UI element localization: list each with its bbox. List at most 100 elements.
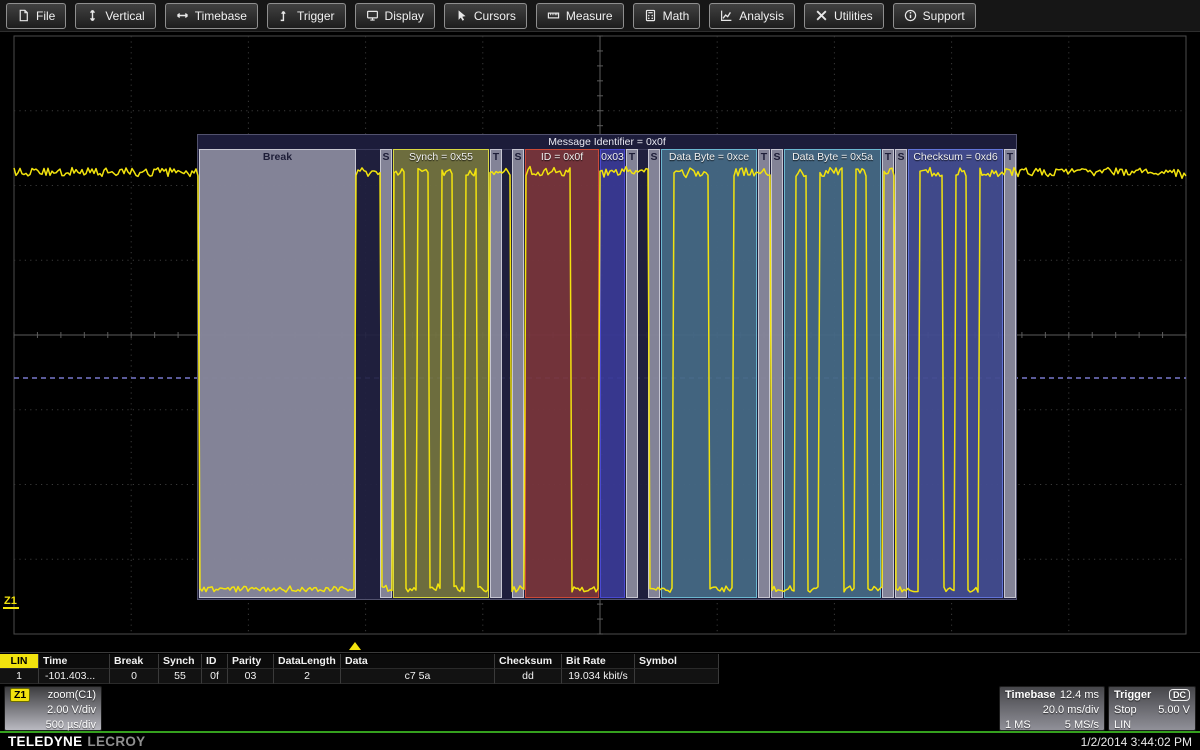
menu-button-analysis[interactable]: Analysis [709, 3, 795, 29]
table-column-header: Synch [159, 654, 202, 669]
trigger-position-marker-icon[interactable] [349, 642, 361, 650]
z1-descriptor-box[interactable]: Z1 zoom(C1) 2.00 V/div 500 µs/div [4, 686, 102, 731]
decode-field-label: S [896, 150, 906, 164]
table-cell [635, 669, 719, 684]
trigger-coupling-badge: DC [1169, 689, 1190, 701]
trigger-descriptor-box[interactable]: Trigger DC Stop 5.00 V LIN [1108, 686, 1196, 731]
footer-bar: TELEDYNE LECROY 1/2/2014 3:44:02 PM [0, 733, 1200, 750]
timebase-samples: 1 MS [1005, 719, 1031, 731]
menu-button-label: Utilities [834, 9, 873, 23]
table-cell: dd [495, 669, 562, 684]
waveform-display-area: Message Identifier = 0x0f BreakSSynch = … [0, 32, 1200, 652]
table-cell: 1 [0, 669, 39, 684]
menu-bar: File Vertical Timebase Trigger Display Cursor… [0, 0, 1200, 32]
table-cell: 0f [202, 669, 228, 684]
table-column-header: Parity [228, 654, 274, 669]
decode-field-checksum: Checksum = 0xd6 [908, 149, 1003, 598]
decode-field-label: S [381, 150, 391, 164]
menu-button-measure[interactable]: Measure [536, 3, 624, 29]
decode-field-label: T [627, 150, 637, 164]
menu-button-label: Display [385, 9, 424, 23]
decode-field-st: T [626, 149, 638, 598]
trigger-title: Trigger [1114, 689, 1151, 701]
utilities-tools-icon [815, 9, 828, 22]
trigger-level: 5.00 V [1158, 704, 1190, 716]
decode-field-label: 0x03 [601, 150, 624, 164]
table-column-header: Time [39, 654, 110, 669]
menu-button-trigger[interactable]: Trigger [267, 3, 346, 29]
decode-field-st: T [882, 149, 894, 598]
menu-button-timebase[interactable]: Timebase [165, 3, 258, 29]
info-icon [904, 9, 917, 22]
menu-button-math[interactable]: Math [633, 3, 701, 29]
decode-field-label: T [883, 150, 893, 164]
menu-button-utilities[interactable]: Utilities [804, 3, 884, 29]
timebase-value: 12.4 ms [1060, 689, 1099, 701]
decode-segments: BreakSSynch = 0x55TSID = 0x0f0x03TSData … [198, 149, 1016, 599]
table-cell: 19.034 kbit/s [562, 669, 635, 684]
table-row[interactable]: 1-101.403...0550f032c7 5add19.034 kbit/s [0, 669, 719, 684]
brand-logo: TELEDYNE LECROY [8, 734, 145, 749]
decode-field-st: S [895, 149, 907, 598]
menu-button-support[interactable]: Support [893, 3, 976, 29]
table-column-header: Symbol [635, 654, 719, 669]
z1-volts-per-div: 2.00 V/div [47, 704, 96, 716]
decode-field-label: Data Byte = 0x5a [785, 150, 880, 164]
menu-button-file[interactable]: File [6, 3, 66, 29]
menu-button-label: File [36, 9, 55, 23]
decode-field-st: S [512, 149, 524, 598]
z1-source-label: zoom(C1) [48, 689, 96, 701]
menu-button-vertical[interactable]: Vertical [75, 3, 155, 29]
decode-field-st: S [648, 149, 660, 598]
menu-button-label: Cursors [474, 9, 516, 23]
menu-button-label: Analysis [739, 9, 784, 23]
decode-field-label: S [772, 150, 782, 164]
decode-field-data: Data Byte = 0x5a [784, 149, 881, 598]
decode-message-header: Message Identifier = 0x0f [198, 135, 1016, 150]
table-column-header: Break [110, 654, 159, 669]
table-column-header: DataLength [274, 654, 341, 669]
decode-field-st: S [380, 149, 392, 598]
z1-channel-badge: Z1 [10, 688, 30, 702]
decode-field-st: T [758, 149, 770, 598]
menu-button-label: Trigger [297, 9, 335, 23]
table-cell: -101.403... [39, 669, 110, 684]
timebase-scale: 20.0 ms/div [1043, 704, 1099, 716]
decode-field-parity: 0x03 [600, 149, 625, 598]
table-column-header: Bit Rate [562, 654, 635, 669]
decode-field-st: S [771, 149, 783, 598]
decode-field-synch: Synch = 0x55 [393, 149, 489, 598]
horizontal-arrows-icon [176, 9, 189, 22]
decode-field-break: Break [199, 149, 356, 598]
menu-button-cursors[interactable]: Cursors [444, 3, 527, 29]
decode-result-table[interactable]: LINTimeBreakSynchIDParityDataLengthDataC… [0, 654, 719, 684]
table-cell: 55 [159, 669, 202, 684]
table-column-header: Checksum [495, 654, 562, 669]
decode-field-label: Checksum = 0xd6 [909, 150, 1002, 164]
analysis-chart-icon [720, 9, 733, 22]
cursor-pointer-icon [455, 9, 468, 22]
decode-field-label: S [513, 150, 523, 164]
brand-primary: TELEDYNE [8, 734, 82, 749]
menu-button-label: Math [663, 9, 690, 23]
measure-ruler-icon [547, 9, 560, 22]
decode-field-st: T [1004, 149, 1016, 598]
table-cell: c7 5a [341, 669, 495, 684]
decode-field-id: ID = 0x0f [525, 149, 599, 598]
table-column-header: Data [341, 654, 495, 669]
decode-field-label: T [491, 150, 501, 164]
menu-button-display[interactable]: Display [355, 3, 435, 29]
trigger-edge-icon [278, 9, 291, 22]
table-header-row: LINTimeBreakSynchIDParityDataLengthDataC… [0, 654, 719, 669]
z1-trace-indicator[interactable]: Z1 [3, 595, 19, 609]
trigger-mode: Stop [1114, 704, 1137, 716]
decode-field-label: Break [200, 150, 355, 164]
table-cell: 03 [228, 669, 274, 684]
decode-field-data: Data Byte = 0xce [661, 149, 757, 598]
file-icon [17, 9, 30, 22]
timebase-sample-rate: 5 MS/s [1065, 719, 1099, 731]
menu-button-label: Support [923, 9, 965, 23]
decode-field-label: Data Byte = 0xce [662, 150, 756, 164]
timebase-descriptor-box[interactable]: Timebase 12.4 ms 20.0 ms/div 1 MS 5 MS/s [999, 686, 1105, 731]
trigger-source: LIN [1114, 719, 1131, 731]
